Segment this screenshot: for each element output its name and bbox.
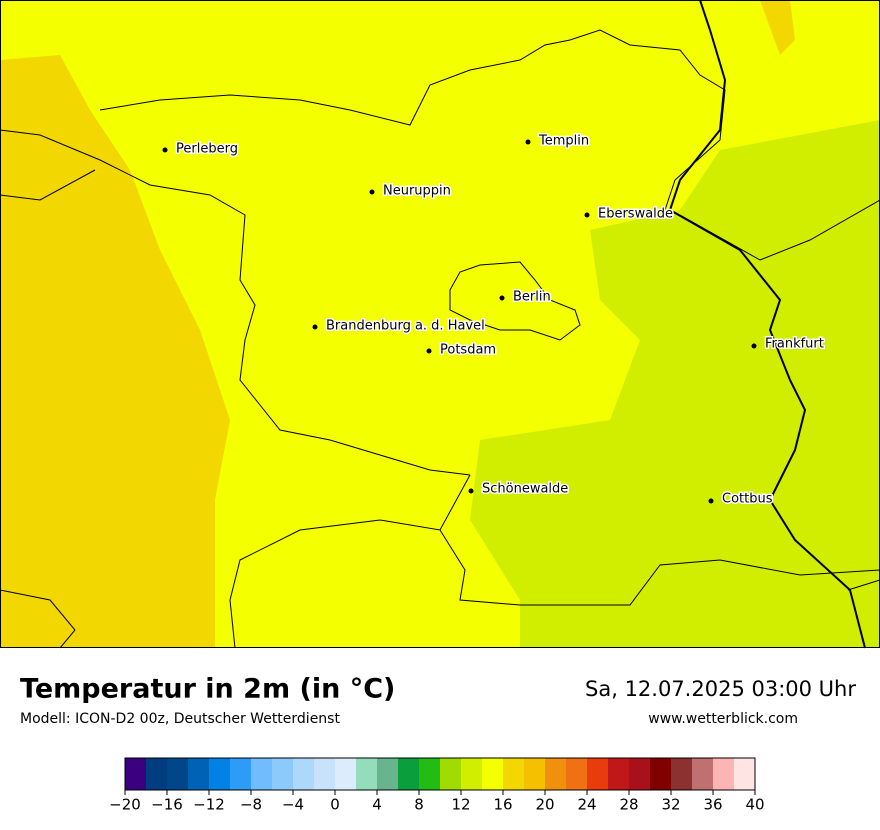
color-box bbox=[650, 758, 671, 790]
tick-label: −20 bbox=[109, 796, 141, 814]
city-dot bbox=[369, 189, 375, 195]
color-box bbox=[545, 758, 566, 790]
tick-label: 0 bbox=[330, 796, 340, 814]
color-box bbox=[125, 758, 146, 790]
tick-label: −16 bbox=[151, 796, 183, 814]
color-box bbox=[419, 758, 440, 790]
color-box bbox=[146, 758, 167, 790]
tick-label: 28 bbox=[619, 796, 638, 814]
model-info: Modell: ICON-D2 00z, Deutscher Wetterdie… bbox=[20, 711, 340, 727]
color-box bbox=[293, 758, 314, 790]
color-box bbox=[482, 758, 503, 790]
warm-area bbox=[760, 0, 795, 55]
city-dot bbox=[751, 343, 757, 349]
berlin-border bbox=[449, 261, 581, 341]
city-dot bbox=[426, 348, 432, 354]
color-box bbox=[629, 758, 650, 790]
color-box bbox=[335, 758, 356, 790]
color-box bbox=[377, 758, 398, 790]
date: Sa, 12.07.2025 03:00 Uhr bbox=[585, 677, 856, 701]
color-box bbox=[440, 758, 461, 790]
city-dot bbox=[468, 488, 474, 494]
city: Frankfurt bbox=[751, 335, 825, 353]
city: Brandenburg a. d. Havel bbox=[312, 317, 486, 335]
color-box bbox=[566, 758, 587, 790]
tick-label: 24 bbox=[577, 796, 596, 814]
city-label: Eberswalde bbox=[598, 207, 673, 222]
city-label: Cottbus bbox=[722, 492, 773, 507]
state-border bbox=[679, 199, 880, 591]
color-box bbox=[503, 758, 524, 790]
city-dot bbox=[162, 147, 168, 153]
city-dot bbox=[312, 324, 318, 330]
tick-label: 12 bbox=[451, 796, 470, 814]
cool-area bbox=[470, 120, 880, 648]
city-label: Brandenburg a. d. Havel bbox=[326, 319, 485, 334]
tick-label: −8 bbox=[240, 796, 262, 814]
color-box bbox=[356, 758, 377, 790]
title: Temperatur in 2m (in °C) bbox=[20, 674, 395, 705]
colorbar-frame bbox=[124, 757, 756, 791]
city-label: Templin bbox=[538, 134, 589, 149]
state-border bbox=[0, 474, 880, 649]
color-box bbox=[692, 758, 713, 790]
tick-label: 32 bbox=[661, 796, 680, 814]
city: Eberswalde bbox=[584, 205, 675, 223]
city-label: Berlin bbox=[513, 290, 551, 305]
warm-area bbox=[0, 55, 230, 648]
city-dot bbox=[708, 498, 714, 504]
color-box bbox=[167, 758, 188, 790]
tick-label: −12 bbox=[193, 796, 225, 814]
color-box bbox=[608, 758, 629, 790]
color-box bbox=[671, 758, 692, 790]
city-label: Frankfurt bbox=[765, 337, 824, 352]
color-box bbox=[272, 758, 293, 790]
color-box bbox=[734, 758, 755, 790]
city-label: Perleberg bbox=[176, 142, 238, 157]
color-box bbox=[461, 758, 482, 790]
colorbar: −20 −16 −12 −8 −4 0 4 8 12 16 20 24 28 32 36 40 bbox=[109, 757, 765, 814]
color-box bbox=[398, 758, 419, 790]
color-box bbox=[251, 758, 272, 790]
city: Schönewalde bbox=[468, 480, 570, 498]
tick-label: −4 bbox=[282, 796, 304, 814]
tick-label: 16 bbox=[493, 796, 512, 814]
city: Templin bbox=[525, 132, 591, 150]
color-box bbox=[209, 758, 230, 790]
color-box bbox=[713, 758, 734, 790]
city-dot bbox=[584, 212, 590, 218]
city: Perleberg bbox=[162, 140, 239, 158]
city-label: Schönewalde bbox=[482, 482, 568, 497]
city-label: Potsdam bbox=[440, 343, 496, 358]
city-dot bbox=[525, 139, 531, 145]
tick-label: 4 bbox=[372, 796, 382, 814]
color-box bbox=[524, 758, 545, 790]
tick-label: 8 bbox=[414, 796, 424, 814]
color-box bbox=[188, 758, 209, 790]
city: Potsdam bbox=[426, 341, 498, 359]
color-box bbox=[314, 758, 335, 790]
city: Neuruppin bbox=[369, 182, 452, 200]
national-border bbox=[668, 0, 866, 649]
tick-label: 36 bbox=[703, 796, 722, 814]
city-dot bbox=[499, 295, 505, 301]
city: Cottbus bbox=[708, 490, 774, 508]
color-box bbox=[587, 758, 608, 790]
website: www.wetterblick.com bbox=[648, 711, 798, 727]
tick-label: 40 bbox=[745, 796, 764, 814]
tick-label: 20 bbox=[535, 796, 554, 814]
city-label: Neuruppin bbox=[383, 184, 451, 199]
city: Berlin bbox=[499, 288, 552, 306]
color-box bbox=[230, 758, 251, 790]
